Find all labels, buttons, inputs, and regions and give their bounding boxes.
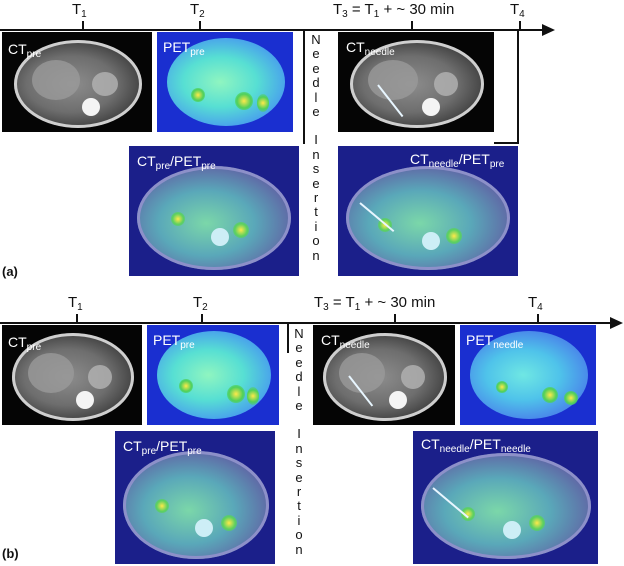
timeline-a-axis (0, 29, 544, 31)
timeline-b-label-t3: T3 = T1 + ~ 30 min (314, 294, 436, 313)
pet-needle-caption-b: PETneedle (466, 332, 524, 351)
ct-pet-fused-needle-caption-b: CTneedle/PETneedle (421, 436, 531, 455)
bracket-a-bottom (494, 142, 519, 144)
pet-pre-caption-a: PETpre (163, 39, 205, 58)
ct-pet-fused-needle-caption-a: CTneedle/PETpre (410, 151, 505, 170)
ct-needle-caption-b: CTneedle (321, 332, 370, 351)
bracket-a-left (303, 30, 305, 144)
pet-pre-image-b: PETpre (147, 325, 279, 425)
ct-pet-fused-needle-image-a: CTneedle/PETpre (338, 146, 518, 276)
timeline-a-arrowhead (542, 24, 555, 36)
ct-pet-fused-pre-image-a: CTpre/PETpre (129, 146, 299, 276)
panel-label-b: (b) (2, 546, 19, 561)
ct-pre-caption-a: CTpre (8, 41, 42, 60)
timeline-b-tick-t2 (201, 314, 203, 323)
timeline-b-label-t4: T4 (528, 294, 543, 313)
ct-pre-image-b: CTpre (2, 325, 142, 425)
pet-pre-caption-b: PETpre (153, 332, 195, 351)
timeline-a-tick-t4 (519, 21, 521, 30)
timeline-a-label-t1: T1 (72, 1, 87, 20)
timeline-a-tick-t3 (411, 21, 413, 30)
panel-label-a: (a) (2, 264, 18, 279)
timeline-a-label-t3: T3 = T1 + ~ 30 min (333, 1, 455, 20)
timeline-a-label-t2: T2 (190, 1, 205, 20)
ct-pet-fused-pre-image-b: CTpre/PETpre (115, 431, 275, 564)
timeline-a-tick-t1 (82, 21, 84, 30)
timeline-b-tick-t4 (537, 314, 539, 323)
ct-needle-caption-a: CTneedle (346, 39, 395, 58)
ct-pre-image-a: CTpre (2, 32, 152, 132)
ct-pet-fused-needle-image-b: CTneedle/PETneedle (413, 431, 598, 564)
ct-needle-image-a: CTneedle (338, 32, 494, 132)
ct-pet-fused-pre-caption-a: CTpre/PETpre (137, 153, 216, 172)
timeline-b-axis (0, 322, 612, 324)
bracket-a-right (517, 30, 519, 144)
ct-pre-caption-b: CTpre (8, 334, 42, 353)
timeline-b-label-t2: T2 (193, 294, 208, 313)
bracket-b-left (287, 323, 289, 353)
timeline-b-tick-t1 (76, 314, 78, 323)
timeline-b-arrowhead (610, 317, 623, 329)
ct-pet-fused-pre-caption-b: CTpre/PETpre (123, 438, 202, 457)
timeline-b-tick-t3 (394, 314, 396, 323)
pet-needle-image-b: PETneedle (460, 325, 596, 425)
pet-pre-image-a: PETpre (157, 32, 293, 132)
timeline-b-label-t1: T1 (68, 294, 83, 313)
timeline-a-tick-t2 (199, 21, 201, 30)
timeline-a-label-t4: T4 (510, 1, 525, 20)
ct-needle-image-b: CTneedle (313, 325, 455, 425)
